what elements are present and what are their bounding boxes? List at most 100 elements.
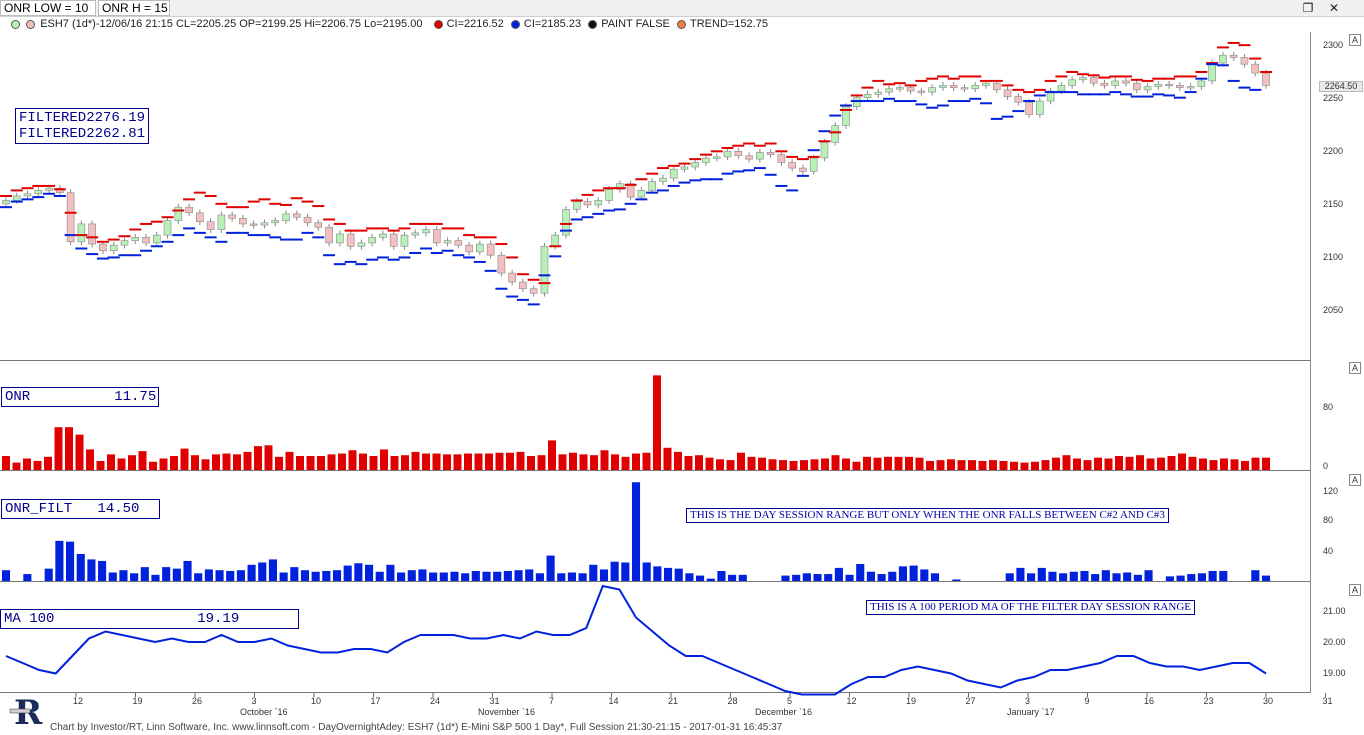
onr-low-param[interactable]: ONR LOW = 10: [0, 0, 96, 16]
autoscale-button-onr[interactable]: A: [1349, 362, 1361, 374]
onr-filt-bar: [1176, 575, 1185, 581]
ma100-label: MA 100 19.19: [0, 609, 299, 629]
onr-bar: [264, 445, 273, 470]
paint-icon: [588, 20, 598, 29]
onr-filt-bar: [717, 570, 726, 581]
onr-high-param[interactable]: ONR H = 15: [98, 0, 170, 16]
onr-bar: [905, 456, 913, 470]
filter-annotation: THIS IS THE DAY SESSION RANGE BUT ONLY W…: [686, 508, 1169, 523]
candle-body: [669, 168, 678, 179]
candle-body: [1186, 86, 1195, 89]
candle-body: [1197, 80, 1206, 87]
autoscale-button-filt[interactable]: A: [1349, 474, 1361, 486]
paint-value[interactable]: PAINT FALSE: [601, 18, 670, 30]
onr-filt-bar: [728, 574, 737, 581]
onr-filt-bar: [183, 560, 192, 581]
candle-body: [1089, 77, 1098, 84]
onr-bar: [810, 459, 819, 470]
onr-bar: [527, 456, 535, 470]
ma-tick: 20.00: [1323, 637, 1346, 647]
onr-filt-bar: [525, 569, 534, 581]
candle-body: [196, 212, 204, 222]
onr-filt-bar: [493, 571, 502, 581]
candle-body: [357, 242, 366, 247]
candle-body: [605, 188, 613, 201]
onr-bar: [663, 447, 672, 470]
candle-body: [874, 91, 883, 95]
value-axis[interactable]: [1310, 32, 1364, 693]
onr-pane[interactable]: [0, 361, 1310, 471]
candle-body: [691, 162, 700, 168]
autoscale-button-price[interactable]: A: [1349, 34, 1361, 46]
candle-body: [788, 162, 796, 169]
onr-filt-bar: [194, 573, 203, 581]
onr-bar: [212, 454, 220, 470]
symbol-quote[interactable]: ESH7 (1d*)-12/06/16 21:15 CL=2205.25 OP=…: [40, 18, 423, 30]
autoscale-button-ma[interactable]: A: [1349, 584, 1361, 596]
date-tick: 5: [787, 696, 793, 706]
candle-body: [745, 155, 753, 160]
candle-body: [23, 193, 32, 197]
onr-bar: [1125, 456, 1134, 470]
onr-filt-bar: [706, 578, 715, 581]
onr-bar: [1251, 457, 1260, 470]
date-tick: 24: [430, 696, 441, 706]
candle-body: [723, 151, 732, 158]
onr-filt-pane[interactable]: [0, 471, 1310, 582]
candle-body: [863, 94, 872, 98]
trend-value[interactable]: TREND=152.75: [690, 18, 768, 30]
onr-bar: [495, 452, 504, 470]
onr-filt-bar: [685, 573, 694, 581]
close-icon[interactable]: ✕: [1328, 1, 1340, 15]
price-pane[interactable]: [0, 32, 1310, 361]
price-tick: 2050: [1323, 305, 1344, 315]
candle-body: [616, 183, 624, 190]
candle-body: [2, 200, 10, 205]
candle-body: [831, 125, 840, 143]
onr-bar: [831, 455, 840, 470]
candle-body: [648, 181, 656, 191]
date-tick: 14: [608, 696, 619, 706]
onr-filt-bar: [429, 572, 438, 581]
candle-body: [34, 190, 43, 195]
onr-filt-bar: [653, 566, 662, 581]
candle-body: [88, 223, 96, 245]
onr-bar: [348, 450, 357, 470]
candle-body: [1208, 62, 1216, 82]
ma100-pane[interactable]: [0, 582, 1310, 693]
onr-filt-bar: [130, 573, 139, 581]
ci-upper-value[interactable]: CI=2216.52: [446, 18, 504, 30]
onr-bar: [1062, 455, 1071, 470]
chart-canvas[interactable]: [0, 0, 1326, 735]
candle-body: [400, 234, 409, 247]
candle-body: [777, 154, 786, 163]
ci-lower-value[interactable]: CI=2185.23: [523, 18, 582, 30]
candle-body: [1219, 54, 1227, 64]
restore-window-icon[interactable]: ❐: [1302, 1, 1314, 15]
candle-body: [551, 234, 560, 247]
candle-body: [508, 272, 516, 283]
date-tick: 21: [668, 696, 679, 706]
onr-filt-bar: [119, 570, 128, 581]
onr-bar: [758, 457, 766, 470]
onr-bar: [107, 454, 115, 470]
candle-body: [239, 218, 247, 225]
onr-filt-bar: [824, 574, 833, 581]
onr-bar: [1199, 458, 1207, 470]
price-tick: 2200: [1323, 146, 1344, 156]
onr-filt-bar: [407, 570, 416, 581]
ci-lower-icon: [510, 20, 520, 29]
ma-annotation: THIS IS A 100 PERIOD MA OF THE FILTER DA…: [866, 600, 1195, 615]
onr-filt-bar: [204, 569, 213, 581]
onr-bar: [1031, 461, 1039, 470]
onr-bar: [926, 460, 934, 470]
candle-body: [271, 220, 280, 224]
onr-bar: [411, 451, 420, 470]
candle-body: [680, 166, 689, 170]
candle-body: [885, 88, 893, 93]
candle-body: [572, 201, 581, 210]
onr-bar: [957, 460, 966, 470]
onr-filt-bar: [66, 541, 75, 581]
price-tick: 2250: [1323, 93, 1344, 103]
filtered-box: FILTERED2276.19 FILTERED2262.81: [15, 108, 150, 144]
